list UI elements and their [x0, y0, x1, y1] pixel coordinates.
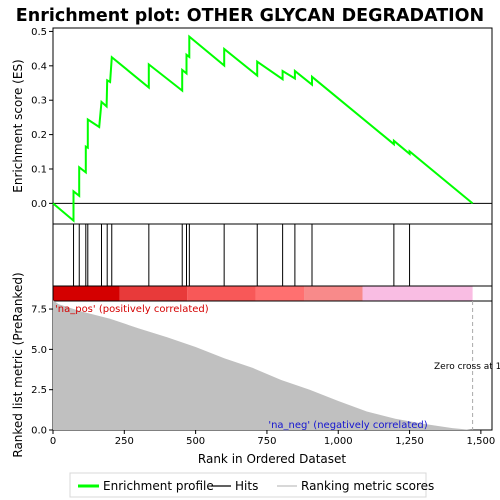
zero-cross-label: Zero cross at 1471: [434, 362, 500, 372]
x-axis-label: Rank in Ordered Dataset: [198, 452, 346, 466]
es-y-tick-label: 0.2: [31, 130, 47, 141]
es-y-tick-label: 0.0: [31, 199, 47, 210]
es-y-tick-label: 0.3: [31, 96, 47, 107]
enrichment-profile-line: [52, 34, 474, 223]
es-y-tick-label: 0.1: [31, 164, 47, 175]
x-tick-label: 250: [115, 436, 134, 447]
es-plot-frame: [52, 27, 493, 225]
ranked-heatmap-bar: [53, 286, 473, 301]
es-y-tick-label: 0.4: [31, 61, 47, 72]
es-y-tick-label: 0.5: [31, 27, 47, 38]
metric-y-tick-label: 7.5: [31, 305, 47, 316]
hit-lines: [73, 224, 411, 286]
positive-correlation-label: 'na_pos' (positively correlated): [55, 304, 209, 315]
legend-hits-label: Hits: [235, 479, 258, 493]
x-tick-label: 0: [50, 436, 56, 447]
heatmap-segment: [255, 286, 305, 301]
heatmap-segment: [362, 286, 473, 301]
metric-y-tick-label: 5.0: [31, 345, 47, 356]
es-panel: 0.0 0.1 0.2 0.3 0.4 0.5 Enrichment score (ES): [11, 27, 493, 225]
metric-y-ticks: 0.0 2.5 5.0 7.5: [31, 305, 53, 437]
hits-frame: [52, 223, 493, 287]
x-tick-label: 750: [257, 436, 276, 447]
hits-panel: [52, 223, 493, 287]
metric-y-tick-label: 2.5: [31, 385, 47, 396]
metric-y-axis-label: Ranked list metric (PreRanked): [11, 272, 25, 457]
heatmap-segment: [304, 286, 363, 301]
negative-correlation-label: 'na_neg' (negatively correlated): [268, 420, 427, 431]
heatmap-segment: [53, 286, 120, 301]
metric-panel: 0.0 2.5 5.0 7.5 'na_pos' (positively correl…: [11, 272, 500, 457]
legend-box: [69, 472, 427, 498]
es-y-ticks: 0.0 0.1 0.2 0.3 0.4 0.5: [31, 27, 53, 210]
x-axis-ticks: 0 250 500 750 1,000 1,250 1,500: [50, 430, 495, 447]
chart-title: Enrichment plot: OTHER GLYCAN DEGRADATIO…: [16, 6, 484, 26]
x-tick-label: 500: [186, 436, 205, 447]
x-tick-label: 1,250: [395, 436, 424, 447]
legend-metric-label: Ranking metric scores: [301, 479, 434, 493]
x-tick-label: 1,500: [467, 436, 496, 447]
heatmap-segment: [187, 286, 256, 301]
ranking-metric-area: [53, 300, 473, 430]
es-y-axis-label: Enrichment score (ES): [11, 59, 25, 192]
heatmap-segment: [119, 286, 188, 301]
x-tick-label: 1,000: [324, 436, 353, 447]
legend: Enrichment profile Hits Ranking metric s…: [69, 472, 434, 498]
metric-y-tick-label: 0.0: [31, 426, 47, 437]
legend-enrichment-label: Enrichment profile: [103, 479, 214, 493]
